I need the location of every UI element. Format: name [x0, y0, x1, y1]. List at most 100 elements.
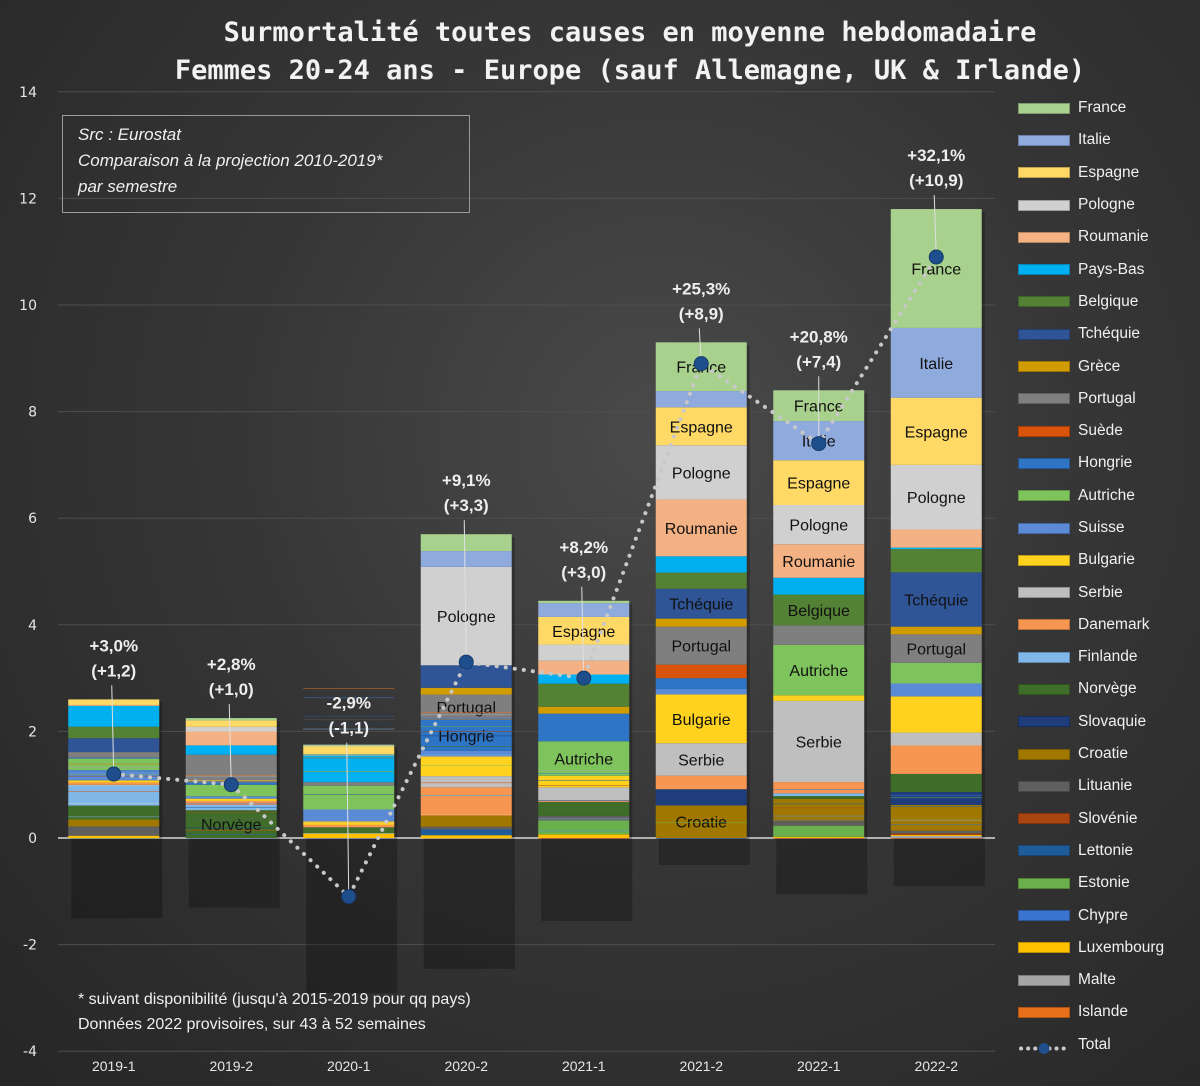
legend-item: Suède: [1018, 415, 1198, 447]
segment-label: Croatie: [675, 815, 727, 832]
data-label-value: (+1,2): [91, 661, 136, 680]
legend-label: Finlande: [1078, 648, 1138, 666]
bar-segment-hongrie: [655, 678, 747, 690]
y-tick-label: -4: [23, 1044, 37, 1060]
bar-segment-islande: [303, 688, 395, 689]
legend-item: Slovénie: [1018, 803, 1198, 835]
legend-swatch: [1018, 361, 1070, 373]
bar-segment-autriche: [303, 785, 395, 810]
legend-label: Hongrie: [1078, 454, 1133, 472]
legend-swatch: [1018, 490, 1070, 502]
legend-label: Chypre: [1078, 906, 1128, 924]
bar-segment-finlande: [303, 728, 395, 730]
bar-segment-danemark: [890, 745, 982, 774]
bar-segment-hongrie: [773, 819, 865, 821]
data-label-leader: [933, 195, 937, 258]
segment-label: Espagne: [552, 624, 615, 641]
legend-swatch: [1018, 1006, 1070, 1018]
segment-label: Pologne: [789, 518, 848, 535]
bar-segment-grèce: [538, 706, 630, 714]
legend-item: Portugal: [1018, 383, 1198, 415]
legend-swatch: [1018, 457, 1070, 469]
legend-label-total: Total: [1078, 1035, 1111, 1053]
legend-swatch: [1018, 619, 1070, 631]
legend-item: Luxembourg: [1018, 932, 1198, 964]
x-tick-label: 2020-2: [444, 1058, 488, 1074]
segment-label: Espagne: [787, 476, 850, 493]
chart-title: Surmortalité toutes causes en moyenne he…: [0, 14, 1200, 90]
data-label-leader: [581, 586, 585, 679]
bar-segment-serbie: [68, 785, 160, 787]
bar-segment-malte: [890, 835, 982, 838]
bar-segment-grèce: [303, 771, 395, 772]
data-label-value: (+3,3): [444, 496, 489, 515]
legend-item: Estonie: [1018, 867, 1198, 899]
legend-item: Bulgarie: [1018, 544, 1198, 576]
bar-segment-bulgarie: [890, 696, 982, 733]
legend-label: Tchéquie: [1078, 325, 1141, 343]
bar-segment-portugal: [303, 782, 395, 786]
bar-segment-pays-bas: [890, 547, 982, 550]
bar-segment-lettonie: [303, 715, 395, 717]
segment-label: Tchéquie: [904, 592, 968, 609]
bar-segment-france: [420, 534, 512, 552]
bar-segment-slovénie: [773, 807, 865, 809]
legend-label: Lettonie: [1078, 841, 1134, 859]
bar-segment-roumanie: [890, 529, 982, 548]
bar-segment-tchéquie: [655, 588, 747, 619]
legend-label: Lituanie: [1078, 777, 1133, 795]
bar-segment-croatie: [773, 798, 865, 822]
bar-segment-serbie: [303, 744, 395, 746]
bar-segment-norvège: [303, 827, 395, 834]
total-point: [576, 670, 592, 686]
bar-segment-italie: [890, 327, 982, 398]
bar-segment-portugal: [420, 694, 512, 720]
total-point: [106, 766, 122, 782]
bar-segment-belgique: [773, 594, 865, 626]
y-tick-label: 14: [19, 85, 37, 101]
bar-segment-slovaquie: [185, 827, 277, 829]
bar-segment-danemark: [538, 801, 630, 803]
bar-segment-estonie: [655, 822, 747, 823]
bar-segment-pologne: [538, 644, 630, 661]
bar-segment-lituanie: [303, 719, 395, 721]
bar-segment-suède: [303, 757, 395, 759]
bar-segment-italie: [303, 838, 395, 839]
bar-segment-lituanie: [68, 826, 160, 836]
segment-label: Hongrie: [438, 728, 494, 745]
footnote-provisional: Données 2022 provisoires, sur 43 à 52 se…: [78, 1016, 426, 1033]
source-line: Src : Eurostat: [78, 125, 181, 144]
legend-item: Pays-Bas: [1018, 253, 1198, 285]
legend-item: Espagne: [1018, 157, 1198, 189]
bar-segment-bulgarie: [655, 694, 747, 744]
bar-segment-finlande: [773, 793, 865, 797]
legend-swatch: [1018, 651, 1070, 663]
legend-item: Norvège: [1018, 673, 1198, 705]
bar-segment-bulgarie: [420, 756, 512, 777]
legend-label: Espagne: [1078, 163, 1140, 181]
bar-segment-luxembourg: [68, 835, 160, 838]
bar-segment-roumanie: [773, 544, 865, 578]
bar-segment-danemark: [185, 800, 277, 805]
bar-segment-tchéquie: [185, 834, 277, 835]
legend-item: Lituanie: [1018, 770, 1198, 802]
legend-item: Italie: [1018, 124, 1198, 156]
legend-swatch: [1018, 393, 1070, 405]
x-tick-label: 2022-1: [797, 1058, 841, 1074]
legend-label: Norvège: [1078, 680, 1137, 698]
bar-segment-luxembourg: [538, 834, 630, 838]
bar-segment-bulgarie: [538, 775, 630, 788]
legend-label: Serbie: [1078, 583, 1123, 601]
legend-swatch: [1018, 877, 1070, 889]
total-point: [811, 436, 827, 452]
bar-segment-autriche: [538, 741, 630, 776]
bar-segment-finlande: [538, 818, 630, 820]
bar-segment-norvège: [420, 746, 512, 747]
segment-label: Pologne: [437, 609, 496, 626]
bar-segment-estonie: [420, 726, 512, 727]
bar-segment-lituanie: [185, 818, 277, 820]
legend-label: Bulgarie: [1078, 551, 1135, 569]
legend-label: Autriche: [1078, 486, 1135, 504]
bar-segment-serbie: [890, 732, 982, 746]
bar-segment-belgique: [538, 683, 630, 707]
